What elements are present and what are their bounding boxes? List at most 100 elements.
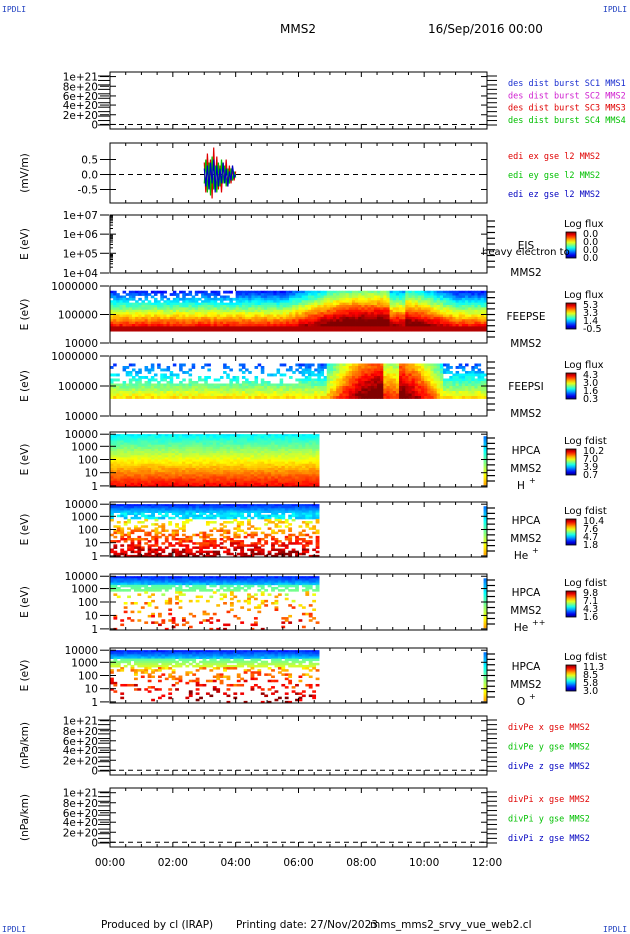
hpca_h-cell [168,484,173,488]
hpca_h-cell [116,453,121,456]
feepse-cell [367,312,372,315]
feepsi-cell [270,383,274,387]
hpca_h-cell [171,436,176,439]
hpca_h-cell [113,470,118,473]
hpca_h-cell [171,459,176,463]
feepsi-cell [439,368,444,372]
feepsi-cell [314,368,318,372]
feepse-cell [452,293,456,296]
feepsi-cell [235,376,240,379]
feepse-cell [223,305,227,308]
feepsi-cell [147,386,152,389]
hpca_h-cell [110,448,114,452]
hpca_h-cell [130,480,135,484]
feepse-cell [235,307,240,311]
feepsi-cell [194,391,199,394]
feepse-cell [213,314,218,318]
feepsi-cell [113,388,117,392]
feepsi-cell [373,368,378,372]
feepse-cell [179,324,183,327]
hpca_h-cell [209,442,214,446]
hpca_h-cell [147,476,152,479]
feepsi-cell [471,383,475,387]
feepsi-cell [392,381,397,384]
feepse-cell [480,321,485,325]
feepse-cell [468,307,472,311]
divpe-frame [109,715,488,776]
hpca_h-cell [168,444,173,448]
hpca_h-cell [154,474,159,477]
feepse-cell [285,328,290,332]
feepse-cell [336,326,340,330]
feepsi-cell [179,383,183,387]
hpca_h-cell [164,436,169,439]
hpca_h-cell [205,453,210,456]
feepsi-cell [128,373,133,377]
feepse-cell [455,307,460,311]
feepse-cell [452,300,456,304]
hpca_h-cell [137,451,142,454]
feepse-cell [355,297,359,301]
hpca_h-cell [154,455,159,458]
feepsi-cell [307,386,312,389]
feepse-cell [380,297,384,301]
feepsi-cell [229,383,233,387]
feepse-cell [389,328,394,332]
feepsi-cell [405,363,409,367]
feepse-cell [449,305,453,308]
feepsi-cell [377,381,381,384]
feepse-cell [449,312,453,315]
feepsi-cell [166,388,171,392]
hpca_h-cell [161,457,166,460]
feepse-cell [163,319,167,323]
feepse-cell [317,302,321,306]
feepse-cell [138,319,142,323]
feepse-cell [169,316,174,320]
feepsi-cell [270,388,274,392]
hpca_h-cell [113,478,118,482]
feepse-cell [326,312,331,315]
feepse-cell [449,328,453,332]
feepse-cell [373,307,378,311]
hpca_h-cell [113,442,118,446]
feepsi-cell [329,381,334,384]
feepse-cell [326,309,331,313]
feepse-cell [421,295,425,299]
hpca_h-cell [202,463,207,467]
feepsi-cell [295,391,299,394]
hpca_h-cell [157,484,162,488]
feepsi-cell [461,391,466,394]
feepsi-cell [241,386,246,389]
feepse-cell [399,319,403,323]
feepsi-cell [304,383,309,387]
feepsi-cell [377,363,381,367]
hpca_h-cell [233,472,238,475]
feepse-cell [446,321,450,325]
feepsi-cell [219,376,224,379]
feepse-cell [402,295,406,299]
feepse-cell [355,326,359,330]
feepse-cell [339,300,343,304]
hpca_h-cell [236,472,241,475]
feepsi-cell [135,393,139,397]
feepsi-cell [254,366,259,369]
feepsi-cell [380,376,384,379]
hpca_h-cell [161,484,166,488]
hpca_h-cell [168,478,173,482]
hpca_h-cell [113,451,118,454]
feepse-cell [446,293,450,296]
feepsi-cell [367,391,372,394]
feepse-cell [373,309,378,313]
feepse-cell [361,295,365,299]
feepse-cell [260,324,265,327]
hpca_h-cell [140,438,145,441]
feepse-cell [358,312,362,315]
feepse-cell [197,319,202,323]
feepse-cell [345,305,350,308]
feepsi-cell [113,383,117,387]
feepse-cell [210,305,215,308]
hpca_h-cell [229,448,234,452]
feepse-cell [260,321,265,325]
feepse-cell [216,305,221,308]
feepsi-cell [461,366,466,369]
